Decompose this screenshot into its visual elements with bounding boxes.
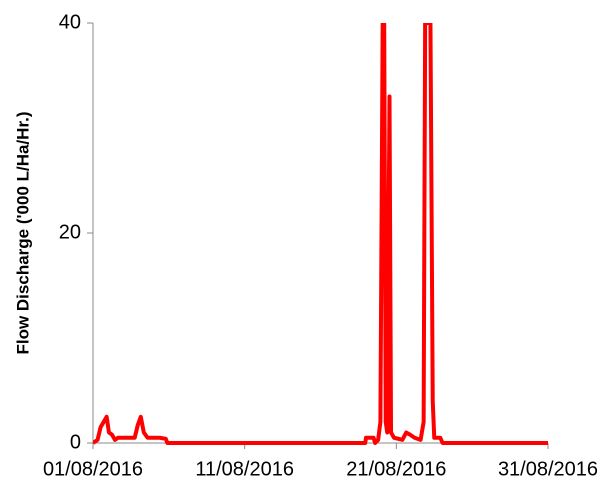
y-tick-label: 20 <box>59 221 81 243</box>
y-tick-label: 40 <box>59 11 81 33</box>
y-tick-label: 0 <box>70 431 81 453</box>
x-tick-label: 21/08/2016 <box>346 458 446 480</box>
data-line <box>93 23 548 445</box>
x-tick-label: 01/08/2016 <box>43 458 143 480</box>
y-axis-label: Flow Discharge ('000 L/Ha/Hr.) <box>13 111 32 354</box>
x-tick-label: 31/08/2016 <box>498 458 598 480</box>
x-tick-label: 11/08/2016 <box>195 458 294 480</box>
